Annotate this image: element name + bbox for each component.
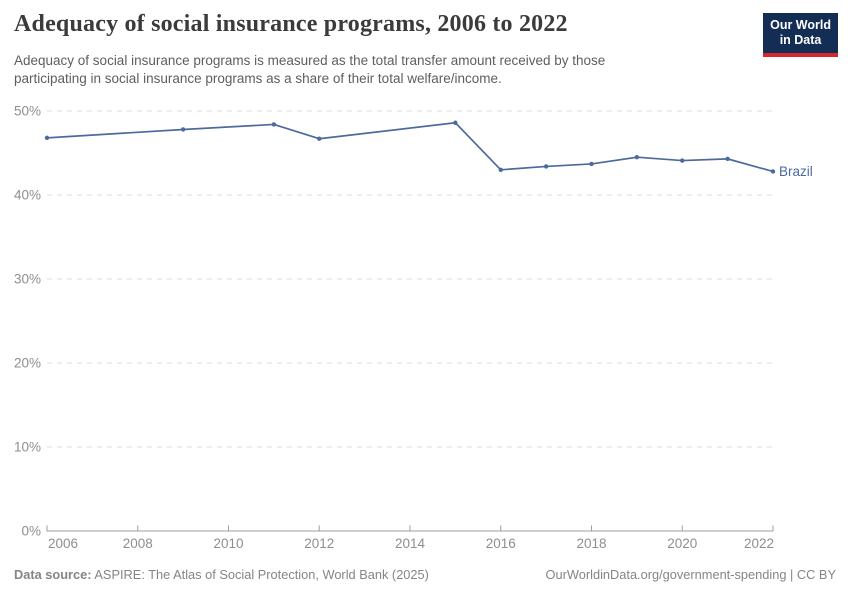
- data-point-brazil-2018[interactable]: [589, 161, 594, 167]
- owid-logo-line2: in Data: [779, 33, 822, 48]
- chart-subtitle: Adequacy of social insurance programs is…: [14, 53, 606, 87]
- data-point-brazil-2020[interactable]: [680, 158, 685, 163]
- data-point-brazil-2022[interactable]: [770, 169, 776, 174]
- owid-credit-link[interactable]: OurWorldinData.org/government-spending |…: [545, 567, 836, 582]
- data-point-brazil-2017[interactable]: [543, 164, 549, 169]
- data-point-brazil-2021[interactable]: [725, 156, 730, 162]
- data-source-text: ASPIRE: The Atlas of Social Protection, …: [91, 567, 429, 582]
- data-point-brazil-2012[interactable]: [317, 136, 322, 141]
- x-tick-label-2022: 2022: [744, 536, 774, 551]
- x-tick-label-2012: 2012: [304, 536, 334, 551]
- y-tick-label-30: 30%: [14, 272, 41, 287]
- owid-logo-line1: Our World: [770, 18, 831, 32]
- x-tick-label-2014: 2014: [395, 536, 426, 551]
- page-title: Adequacy of social insurance programs, 2…: [14, 11, 568, 37]
- chart-footer: Data source: ASPIRE: The Atlas of Social…: [14, 567, 836, 582]
- y-tick-label-0: 0%: [21, 524, 41, 539]
- y-tick-label-50: 50%: [14, 104, 41, 119]
- data-source-label: Data source:: [14, 567, 92, 582]
- y-tick-label-10: 10%: [14, 440, 41, 455]
- x-tick-label-2020: 2020: [667, 536, 697, 551]
- x-tick-label-2010: 2010: [213, 536, 243, 551]
- x-tick-label-2008: 2008: [123, 536, 153, 551]
- data-point-brazil-2006[interactable]: [44, 135, 50, 141]
- data-source-note: Data source: ASPIRE: The Atlas of Social…: [14, 567, 429, 582]
- series-line-brazil[interactable]: [46, 121, 774, 173]
- y-tick-label-20: 20%: [14, 356, 41, 371]
- y-tick-label-40: 40%: [14, 188, 41, 203]
- data-point-brazil-2009[interactable]: [180, 127, 186, 132]
- x-tick-label-2016: 2016: [486, 536, 516, 551]
- data-point-brazil-2015[interactable]: [453, 120, 458, 125]
- data-point-brazil-2011[interactable]: [271, 122, 277, 127]
- owid-logo[interactable]: Our World in Data: [763, 13, 838, 57]
- data-point-brazil-2016[interactable]: [498, 167, 503, 172]
- x-tick-label-2018: 2018: [576, 536, 606, 551]
- series-label-brazil[interactable]: Brazil: [779, 164, 813, 179]
- data-point-brazil-2019[interactable]: [634, 155, 640, 160]
- x-tick-label-2006: 2006: [48, 536, 78, 551]
